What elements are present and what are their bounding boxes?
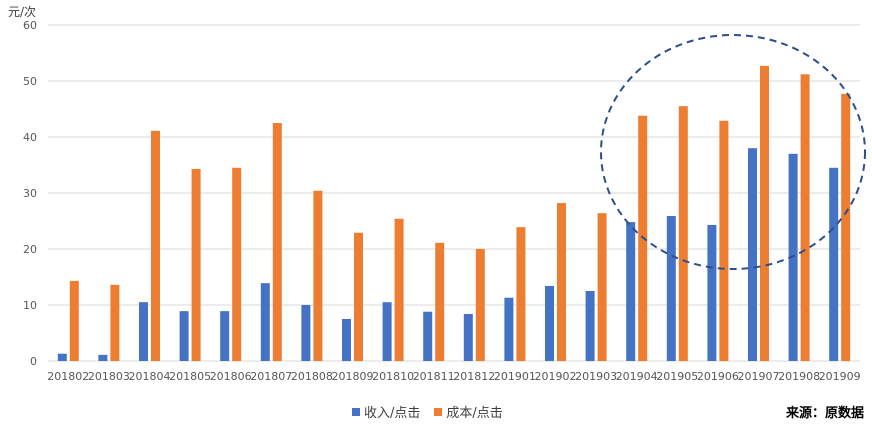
bar-revenue xyxy=(423,311,433,361)
legend: 收入/点击 成本/点击 xyxy=(352,402,503,421)
bar-cost xyxy=(435,242,445,361)
x-tick-label: 201809 xyxy=(332,370,374,383)
bar-revenue xyxy=(585,291,595,361)
x-tick-label: 201903 xyxy=(575,370,617,383)
y-tick-label: 40 xyxy=(23,131,37,144)
bar-cost xyxy=(800,74,810,361)
y-tick-label: 0 xyxy=(30,355,37,368)
bar-cost xyxy=(475,249,485,361)
bar-revenue xyxy=(788,153,798,361)
bar-revenue xyxy=(707,224,717,361)
y-tick-label: 60 xyxy=(23,19,37,32)
x-tick-label: 201803 xyxy=(88,370,130,383)
x-tick-label: 201802 xyxy=(47,370,89,383)
legend-swatch-revenue xyxy=(352,407,360,416)
bar-revenue xyxy=(220,311,230,361)
highlight-ellipse xyxy=(600,34,866,270)
bar-cost xyxy=(232,167,242,361)
bar-revenue xyxy=(57,353,67,361)
bar-cost xyxy=(272,123,282,361)
x-tick-label: 201902 xyxy=(535,370,577,383)
legend-swatch-cost xyxy=(434,407,443,416)
x-tick-label: 201806 xyxy=(210,370,252,383)
y-tick-label: 10 xyxy=(23,299,37,312)
bar-cost xyxy=(151,130,160,361)
x-tick-label: 201904 xyxy=(616,370,658,383)
x-tick-label: 201907 xyxy=(738,370,780,383)
bar-revenue xyxy=(504,297,514,361)
source-note: 来源：原数据 xyxy=(785,406,864,421)
bar-chart: 0102030405060201802201803201804201805201… xyxy=(23,19,866,383)
bar-cost xyxy=(191,168,201,361)
bar-revenue xyxy=(829,167,839,361)
bar-revenue xyxy=(545,285,554,361)
x-tick-label: 201812 xyxy=(453,370,495,383)
bar-cost xyxy=(557,203,566,361)
bar-cost xyxy=(354,232,363,361)
bar-cost xyxy=(760,65,769,361)
x-tick-label: 201807 xyxy=(250,370,292,383)
bar-revenue xyxy=(139,302,148,361)
x-tick-label: 201804 xyxy=(129,370,171,383)
bar-cost xyxy=(719,120,729,361)
bar-cost xyxy=(110,284,120,361)
bar-revenue xyxy=(463,313,473,361)
bar-revenue xyxy=(260,283,270,361)
y-tick-label: 20 xyxy=(23,243,37,256)
bar-revenue xyxy=(301,305,311,361)
bar-revenue xyxy=(626,222,636,361)
legend-label-cost: 成本/点击 xyxy=(446,406,503,421)
bar-revenue xyxy=(179,311,189,361)
x-tick-label: 201810 xyxy=(372,370,414,383)
bar-cost xyxy=(394,218,404,361)
bar-revenue xyxy=(98,354,108,361)
bar-revenue xyxy=(342,319,351,361)
bar-cost xyxy=(313,190,323,361)
y-tick-label: 50 xyxy=(23,75,37,88)
bar-revenue xyxy=(382,302,392,361)
x-tick-label: 201908 xyxy=(778,370,820,383)
x-tick-label: 201901 xyxy=(494,370,536,383)
bar-cost xyxy=(841,93,851,361)
x-tick-label: 201906 xyxy=(697,370,739,383)
bar-cost xyxy=(69,280,79,361)
bar-cost xyxy=(678,106,688,361)
x-tick-label: 201808 xyxy=(291,370,333,383)
y-axis-title: 元/次 xyxy=(8,5,37,19)
bar-cost xyxy=(597,213,607,361)
legend-item-cost: 成本/点击 xyxy=(434,402,503,421)
legend-label-revenue: 收入/点击 xyxy=(364,406,421,421)
bar-cost xyxy=(516,227,526,361)
x-tick-label: 201811 xyxy=(413,370,455,383)
y-tick-label: 30 xyxy=(23,187,37,200)
bar-revenue xyxy=(666,215,676,361)
x-tick-label: 201905 xyxy=(656,370,698,383)
x-tick-label: 201909 xyxy=(819,370,861,383)
x-tick-label: 201805 xyxy=(169,370,211,383)
bar-revenue xyxy=(748,148,757,361)
legend-item-revenue: 收入/点击 xyxy=(352,402,420,421)
